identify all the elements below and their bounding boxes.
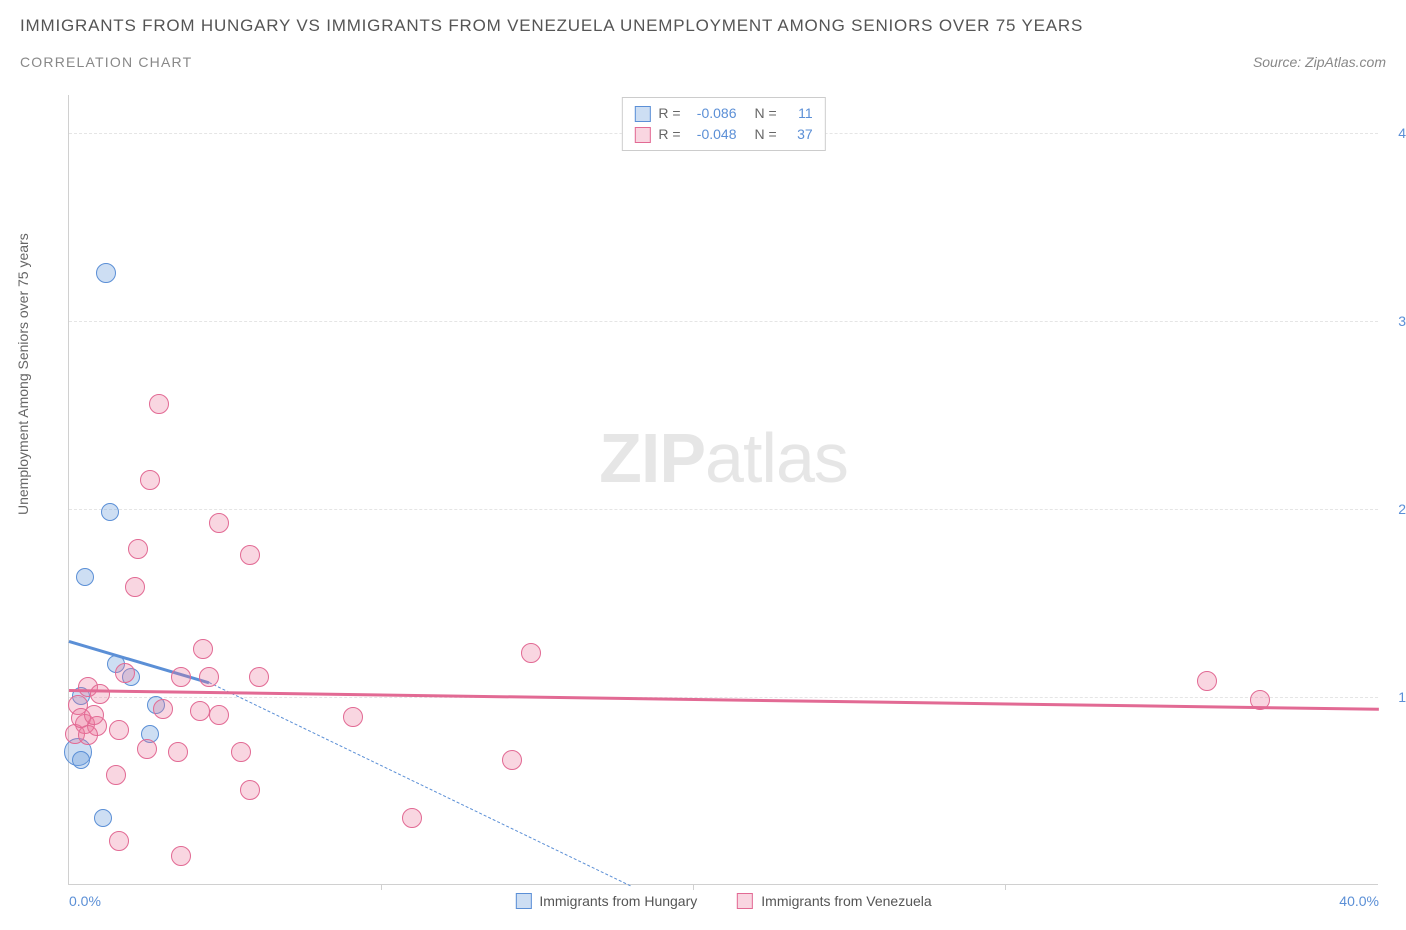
legend-series-label: Immigrants from Hungary: [539, 893, 697, 909]
y-axis-label: Unemployment Among Seniors over 75 years: [15, 233, 31, 515]
scatter-point-venezuela: [199, 667, 219, 687]
source-prefix: Source:: [1253, 54, 1305, 70]
scatter-point-venezuela: [125, 577, 145, 597]
x-tick-label-max: 40.0%: [1339, 893, 1379, 909]
legend-r-label: R =: [658, 124, 680, 145]
gridline-h: [69, 509, 1378, 510]
scatter-point-venezuela: [106, 765, 126, 785]
chart-subtitle: CORRELATION CHART: [20, 54, 192, 70]
y-tick-label: 30.0%: [1383, 313, 1406, 329]
legend-row-venezuela: R = -0.048 N = 37: [634, 124, 812, 145]
scatter-point-venezuela: [193, 639, 213, 659]
correlation-legend: R = -0.086 N = 11 R = -0.048 N = 37: [621, 97, 825, 151]
gridline-h: [69, 321, 1378, 322]
scatter-point-venezuela: [209, 705, 229, 725]
legend-item-hungary: Immigrants from Hungary: [515, 893, 697, 909]
scatter-point-venezuela: [171, 846, 191, 866]
scatter-point-venezuela: [1197, 671, 1217, 691]
legend-swatch-icon: [737, 893, 753, 909]
legend-n-label: N =: [755, 124, 777, 145]
scatter-point-venezuela: [249, 667, 269, 687]
scatter-point-venezuela: [140, 470, 160, 490]
watermark-bold: ZIP: [599, 419, 705, 497]
scatter-point-venezuela: [171, 667, 191, 687]
scatter-point-hungary: [72, 751, 90, 769]
scatter-point-hungary: [76, 568, 94, 586]
plot-area: ZIPatlas R =-0.086N =11R =-0.048N =37 Im…: [68, 95, 1378, 885]
series-legend: Immigrants from Hungary Immigrants from V…: [515, 893, 931, 909]
scatter-point-venezuela: [209, 513, 229, 533]
legend-n-label: N =: [755, 103, 777, 124]
scatter-point-venezuela: [128, 539, 148, 559]
scatter-point-venezuela: [502, 750, 522, 770]
legend-swatch-icon: [634, 127, 650, 143]
subtitle-row: CORRELATION CHART Source: ZipAtlas.com: [20, 54, 1386, 70]
x-tick: [693, 884, 694, 890]
scatter-point-venezuela: [115, 663, 135, 683]
scatter-point-venezuela: [240, 545, 260, 565]
chart-header: IMMIGRANTS FROM HUNGARY VS IMMIGRANTS FR…: [0, 0, 1406, 78]
legend-r-label: R =: [658, 103, 680, 124]
legend-item-venezuela: Immigrants from Venezuela: [737, 893, 931, 909]
x-tick-label-min: 0.0%: [69, 893, 101, 909]
scatter-point-venezuela: [521, 643, 541, 663]
scatter-point-venezuela: [109, 831, 129, 851]
x-tick: [381, 884, 382, 890]
watermark: ZIPatlas: [599, 418, 848, 498]
scatter-point-hungary: [96, 263, 116, 283]
scatter-point-hungary: [101, 503, 119, 521]
trend-line-dashed: [209, 682, 630, 886]
legend-n-value: 11: [785, 103, 813, 124]
scatter-point-venezuela: [109, 720, 129, 740]
chart-title: IMMIGRANTS FROM HUNGARY VS IMMIGRANTS FR…: [20, 16, 1386, 36]
scatter-point-venezuela: [90, 684, 110, 704]
source-attribution: Source: ZipAtlas.com: [1253, 54, 1386, 70]
scatter-point-venezuela: [190, 701, 210, 721]
watermark-light: atlas: [705, 419, 848, 497]
legend-n-value: 37: [785, 124, 813, 145]
scatter-point-venezuela: [343, 707, 363, 727]
legend-series-label: Immigrants from Venezuela: [761, 893, 931, 909]
x-tick: [1005, 884, 1006, 890]
trend-line: [69, 689, 1379, 710]
y-tick-label: 10.0%: [1383, 689, 1406, 705]
scatter-point-hungary: [94, 809, 112, 827]
legend-r-value: -0.048: [689, 124, 737, 145]
scatter-point-venezuela: [402, 808, 422, 828]
scatter-point-venezuela: [84, 705, 104, 725]
source-name: ZipAtlas.com: [1305, 54, 1386, 70]
legend-swatch-icon: [634, 106, 650, 122]
scatter-point-venezuela: [168, 742, 188, 762]
scatter-point-venezuela: [149, 394, 169, 414]
y-tick-label: 20.0%: [1383, 501, 1406, 517]
scatter-point-venezuela: [231, 742, 251, 762]
legend-r-value: -0.086: [689, 103, 737, 124]
y-tick-label: 40.0%: [1383, 125, 1406, 141]
legend-swatch-icon: [515, 893, 531, 909]
legend-row-hungary: R = -0.086 N = 11: [634, 103, 812, 124]
scatter-point-venezuela: [240, 780, 260, 800]
scatter-point-venezuela: [137, 739, 157, 759]
scatter-point-venezuela: [153, 699, 173, 719]
chart-container: Unemployment Among Seniors over 75 years…: [20, 95, 1386, 920]
